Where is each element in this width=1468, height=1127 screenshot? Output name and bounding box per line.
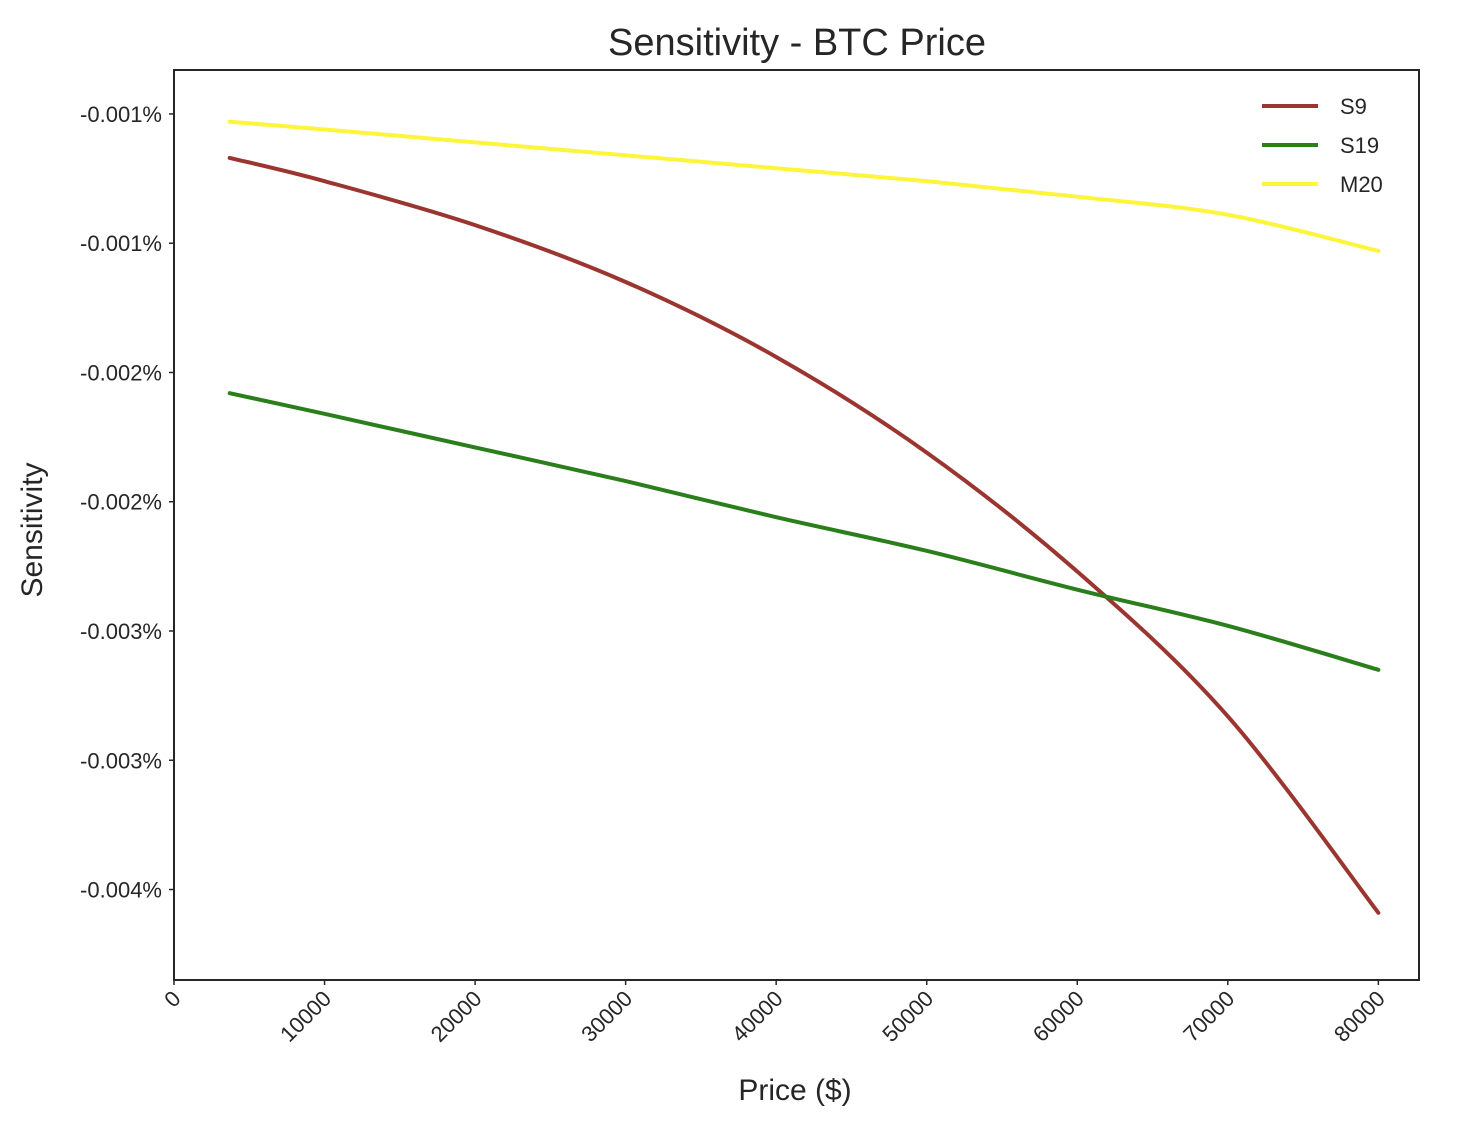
y-tick-label: -0.001% bbox=[80, 231, 162, 256]
y-tick-label: -0.002% bbox=[80, 360, 162, 385]
y-tick-label: -0.003% bbox=[80, 619, 162, 644]
series-line-s9 bbox=[227, 155, 1381, 915]
legend-label-m20: M20 bbox=[1340, 172, 1383, 197]
legend-label-s19: S19 bbox=[1340, 133, 1379, 158]
x-axis-label: Price ($) bbox=[738, 1074, 851, 1107]
y-axis-ticks: -0.001% -0.001% -0.002% -0.002% -0.003% -0.00… bbox=[80, 102, 174, 903]
legend-label-s9: S9 bbox=[1340, 94, 1367, 119]
y-axis-label: Sensitivity bbox=[16, 462, 49, 597]
series-line-s19 bbox=[227, 391, 1381, 672]
axes-frame bbox=[173, 69, 1420, 981]
y-tick-label: -0.002% bbox=[80, 490, 162, 515]
legend: S9 S19 M20 bbox=[1262, 94, 1383, 197]
chart-title: Sensitivity - BTC Price bbox=[608, 22, 986, 64]
series-lines bbox=[227, 119, 1381, 915]
y-tick-label: -0.001% bbox=[80, 102, 162, 127]
series-line-m20 bbox=[227, 119, 1381, 253]
y-tick-label: -0.004% bbox=[80, 878, 162, 903]
y-tick-label: -0.003% bbox=[80, 748, 162, 773]
